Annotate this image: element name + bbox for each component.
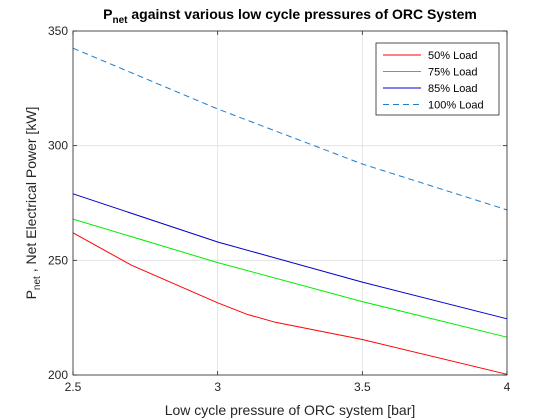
y-axis-label: Pnet , Net Electrical Power [kW] bbox=[23, 107, 43, 300]
series-line-4 bbox=[72, 47, 508, 211]
x-tick-label: 3 bbox=[214, 380, 221, 394]
x-axis-label: Low cycle pressure of ORC system [bar] bbox=[165, 402, 416, 418]
series-line-1 bbox=[72, 232, 508, 375]
series-line-3 bbox=[72, 193, 508, 320]
legend-label: 85% Load bbox=[428, 83, 478, 95]
ticks: 2.5 3 3.5 4 200 250 300 350 bbox=[48, 24, 511, 394]
chart-title-subscript: net bbox=[112, 15, 128, 26]
y-tick-label: 350 bbox=[48, 24, 68, 38]
y-tick-label: 250 bbox=[48, 253, 68, 267]
series-layer bbox=[72, 47, 508, 375]
y-axis-label-subscript: net bbox=[32, 276, 43, 290]
chart-title-main: P bbox=[103, 6, 112, 22]
y-axis-label-rest: , Net Electrical Power [kW] bbox=[23, 107, 39, 277]
legend: 50% Load 75% Load 85% Load 100% Load bbox=[375, 42, 500, 116]
y-tick-label: 300 bbox=[48, 139, 68, 153]
chart-title-rest: against various low cycle pressures of O… bbox=[127, 6, 476, 22]
legend-label: 75% Load bbox=[428, 67, 478, 79]
legend-label: 50% Load bbox=[428, 50, 478, 62]
plot-border bbox=[72, 30, 508, 376]
x-tick-label: 2.5 bbox=[65, 380, 82, 394]
x-tick-label: 4 bbox=[504, 380, 511, 394]
y-tick-label: 200 bbox=[48, 368, 68, 382]
legend-label: 100% Load bbox=[428, 100, 484, 112]
chart-title: Pnet against various low cycle pressures… bbox=[103, 6, 477, 26]
y-axis-label-main: P bbox=[23, 290, 39, 299]
x-tick-label: 3.5 bbox=[354, 380, 371, 394]
series-line-2 bbox=[72, 218, 508, 338]
